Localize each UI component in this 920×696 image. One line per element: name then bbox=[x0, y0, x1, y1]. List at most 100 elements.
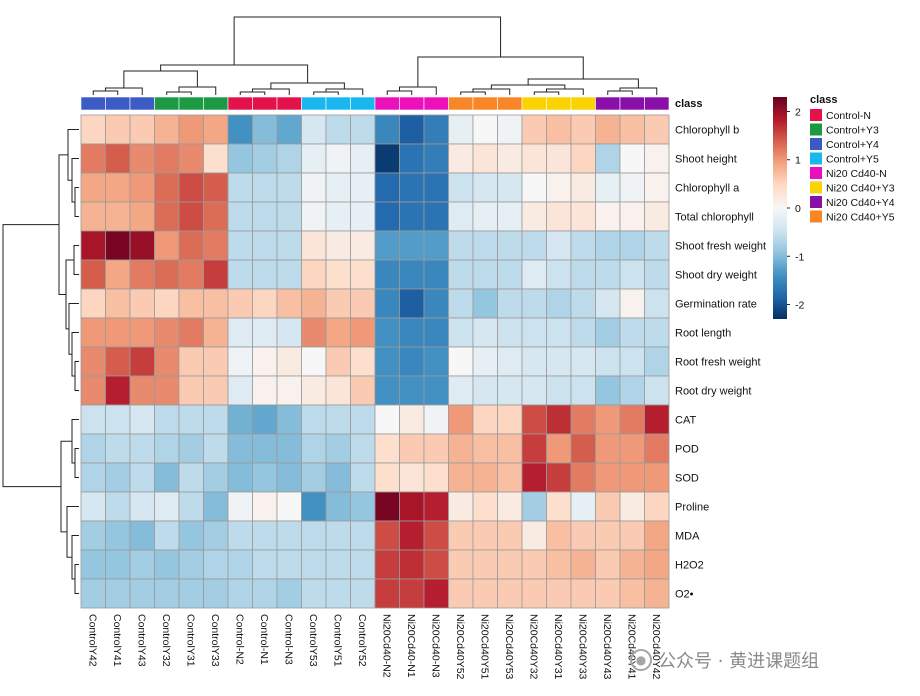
heatmap-cell bbox=[227, 520, 253, 551]
heatmap-cell bbox=[227, 230, 253, 261]
heatmap-cell bbox=[644, 578, 670, 609]
heatmap-cell bbox=[301, 288, 327, 319]
heatmap-cell bbox=[521, 346, 547, 377]
heatmap-cell bbox=[472, 491, 498, 522]
class-legend: class Control-N Control+Y3 Control+Y4 Contr… bbox=[810, 94, 895, 224]
heatmap-cell bbox=[105, 462, 131, 493]
heatmap-cell bbox=[301, 520, 327, 551]
heatmap-cell bbox=[546, 433, 572, 464]
heatmap-cell bbox=[521, 230, 547, 261]
class-cell bbox=[350, 96, 376, 111]
heatmap-cell bbox=[252, 172, 278, 203]
heatmap-cell bbox=[619, 346, 645, 377]
heatmap-cell bbox=[448, 549, 474, 580]
heatmap-cell bbox=[448, 578, 474, 609]
heatmap-cell bbox=[350, 172, 376, 203]
column-label: Ni20Cd40-N1 bbox=[405, 614, 417, 678]
heatmap-cell bbox=[227, 346, 253, 377]
heatmap-cell bbox=[619, 143, 645, 174]
class-cell bbox=[399, 96, 425, 111]
row-label: Root dry weight bbox=[675, 386, 751, 398]
heatmap-cell bbox=[423, 404, 449, 435]
heatmap-cell bbox=[399, 230, 425, 261]
column-label: Ni20Cd40Y52 bbox=[454, 614, 466, 680]
heatmap-cell bbox=[570, 491, 596, 522]
heatmap-cell bbox=[178, 549, 204, 580]
heatmap-cell bbox=[350, 375, 376, 406]
heatmap-cell bbox=[374, 520, 400, 551]
heatmap-cell bbox=[203, 114, 229, 145]
column-label: Control-N3 bbox=[282, 614, 294, 665]
heatmap-cell bbox=[423, 375, 449, 406]
heatmap-cell bbox=[595, 317, 621, 348]
legend-entry-label: Control+Y5 bbox=[826, 154, 879, 166]
heatmap-cell bbox=[644, 114, 670, 145]
column-label: Ni20Cd40Y33 bbox=[576, 614, 588, 680]
heatmap-cell bbox=[129, 549, 155, 580]
heatmap-cell bbox=[129, 288, 155, 319]
heatmap-cell bbox=[374, 172, 400, 203]
heatmap-cell bbox=[105, 404, 131, 435]
dendrogram-branch bbox=[313, 91, 339, 95]
column-label: Ni20Cd40Y51 bbox=[478, 614, 490, 680]
heatmap-cell bbox=[619, 404, 645, 435]
heatmap-cell bbox=[595, 201, 621, 232]
heatmap-cell bbox=[644, 375, 670, 406]
heatmap-cell bbox=[154, 578, 180, 609]
heatmap-cell bbox=[350, 404, 376, 435]
class-cell bbox=[178, 96, 204, 111]
heatmap-cell bbox=[203, 201, 229, 232]
dendrogram-branch bbox=[2, 224, 61, 488]
heatmap-cell bbox=[105, 375, 131, 406]
dendrogram-branch bbox=[67, 129, 79, 181]
heatmap-cell bbox=[619, 549, 645, 580]
heatmap-cell bbox=[472, 433, 498, 464]
heatmap-cell bbox=[80, 143, 106, 174]
heatmap-cell bbox=[203, 578, 229, 609]
column-label: Ni20Cd40-N2 bbox=[380, 614, 392, 678]
column-label: Ni20Cd40Y43 bbox=[601, 614, 613, 680]
heatmap-cell bbox=[546, 143, 572, 174]
class-cell bbox=[497, 96, 523, 111]
heatmap-cell bbox=[546, 375, 572, 406]
heatmap-cell bbox=[448, 346, 474, 377]
dendrogram-branch bbox=[233, 16, 502, 65]
heatmap-cell bbox=[570, 230, 596, 261]
heatmap-cell bbox=[595, 433, 621, 464]
heatmap-cell bbox=[570, 259, 596, 290]
heatmap-cell bbox=[521, 549, 547, 580]
row-label: Proline bbox=[675, 502, 709, 514]
heatmap-cell bbox=[374, 317, 400, 348]
heatmap-cell bbox=[497, 230, 523, 261]
heatmap-cell bbox=[497, 375, 523, 406]
heatmap-cell bbox=[325, 578, 351, 609]
dendrogram-branch bbox=[66, 506, 79, 558]
heatmap-cell bbox=[252, 230, 278, 261]
heatmap-cell bbox=[546, 172, 572, 203]
heatmap-cell bbox=[399, 462, 425, 493]
heatmap-cell bbox=[203, 259, 229, 290]
heatmap-cell bbox=[619, 578, 645, 609]
heatmap-cell bbox=[276, 114, 302, 145]
heatmap-cell bbox=[276, 259, 302, 290]
heatmap-cell bbox=[546, 462, 572, 493]
heatmap-cell bbox=[178, 143, 204, 174]
heatmap-cell bbox=[129, 172, 155, 203]
heatmap-cell bbox=[644, 462, 670, 493]
heatmap-cell bbox=[203, 143, 229, 174]
heatmap-cell bbox=[374, 201, 400, 232]
heatmap-cell bbox=[546, 520, 572, 551]
heatmap-cell bbox=[301, 172, 327, 203]
heatmap-cell bbox=[325, 172, 351, 203]
heatmap-cell bbox=[399, 549, 425, 580]
heatmap-cell bbox=[276, 462, 302, 493]
class-cell bbox=[276, 96, 302, 111]
dendrogram-branch bbox=[160, 64, 309, 83]
heatmap-cell bbox=[105, 201, 131, 232]
heatmap-cell bbox=[178, 288, 204, 319]
dendrogram-branch bbox=[74, 564, 79, 594]
heatmap-cell bbox=[129, 259, 155, 290]
class-cell bbox=[644, 96, 670, 111]
class-cell bbox=[129, 96, 155, 111]
